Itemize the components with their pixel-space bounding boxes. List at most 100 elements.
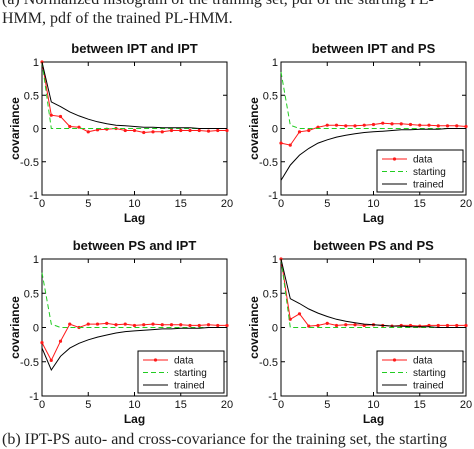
y-tick-label: -1 bbox=[268, 190, 278, 202]
data-point-data bbox=[225, 323, 229, 328]
y-axis-label: covariance bbox=[8, 296, 22, 359]
x-tick-label: 20 bbox=[460, 399, 472, 411]
data-point-data bbox=[206, 129, 211, 133]
data-point-data bbox=[307, 324, 311, 328]
data-point-data bbox=[77, 125, 81, 129]
chart-panel-1: between IPT and IPT 0 5 10 15 20 -1 -0.5 0 0.5 1 La… bbox=[8, 41, 233, 225]
y-tick-label: 0 bbox=[33, 124, 39, 136]
data-point-data bbox=[132, 128, 137, 133]
data-point-data bbox=[381, 121, 385, 125]
y-tick-label: 0.5 bbox=[24, 288, 39, 300]
data-point-data bbox=[464, 124, 468, 129]
data-point-data bbox=[464, 323, 468, 328]
data-point-data bbox=[169, 323, 174, 327]
data-point-data bbox=[427, 123, 431, 127]
data-point-data bbox=[353, 124, 357, 128]
series-line-trained bbox=[41, 327, 227, 372]
y-tick-label: -0.5 bbox=[20, 357, 39, 369]
data-point-data bbox=[58, 339, 63, 343]
y-tick-label: -1 bbox=[268, 391, 278, 403]
data-point-data bbox=[68, 322, 72, 326]
legend-label-trained: trained bbox=[174, 381, 205, 392]
y-tick-label: 0.5 bbox=[263, 288, 278, 300]
caption-b: (b) IPT-PS auto- and cross-covariance fo… bbox=[2, 431, 448, 448]
y-tick-label: -0.5 bbox=[259, 157, 278, 169]
legend-label-data: data bbox=[413, 155, 433, 166]
x-tick-label: 15 bbox=[414, 198, 426, 210]
data-point-data bbox=[225, 128, 229, 133]
y-tick-label: -1 bbox=[29, 190, 39, 202]
x-tick-label: 15 bbox=[175, 399, 187, 411]
data-point-data bbox=[142, 130, 146, 135]
chart-panel-4: between PS and PS 0 5 10 15 20 -1 -0.5 0 0.5 1 Lag c… bbox=[247, 238, 472, 426]
x-tick-label: 0 bbox=[278, 399, 284, 411]
data-point-data bbox=[206, 323, 211, 327]
data-point-data bbox=[427, 323, 431, 328]
data-point-data bbox=[151, 322, 155, 326]
y-tick-label: 0 bbox=[33, 323, 39, 335]
x-tick-label: 0 bbox=[39, 399, 45, 411]
y-tick-label: 1 bbox=[272, 57, 278, 69]
data-point-data bbox=[197, 128, 201, 133]
x-tick-label: 10 bbox=[367, 399, 379, 411]
x-tick-label: 15 bbox=[175, 198, 187, 210]
data-point-data bbox=[160, 130, 164, 134]
chart-title: between PS and PS bbox=[313, 238, 434, 253]
chart-title: between IPT and IPT bbox=[71, 41, 197, 56]
y-tick-label: 0.5 bbox=[263, 90, 278, 102]
x-tick-label: 20 bbox=[460, 198, 472, 210]
legend-label-starting: starting bbox=[413, 368, 446, 379]
data-point-data bbox=[105, 321, 109, 325]
data-point-data bbox=[40, 340, 44, 345]
data-point-data bbox=[288, 143, 292, 147]
y-axis-label: covariance bbox=[8, 97, 22, 160]
legend-label-starting: starting bbox=[174, 368, 207, 379]
data-point-data bbox=[179, 128, 183, 133]
data-point-data bbox=[151, 130, 155, 134]
x-tick-label: 10 bbox=[128, 399, 140, 411]
data-point-data bbox=[316, 323, 320, 328]
data-point-data bbox=[188, 323, 192, 328]
legend-marker-data bbox=[153, 358, 158, 362]
caption-a-line2: HMM, pdf of the trained PL-HMM. bbox=[2, 10, 233, 27]
x-tick-label: 10 bbox=[128, 198, 140, 210]
data-point-data bbox=[418, 123, 422, 127]
legend-label-starting: starting bbox=[413, 167, 446, 178]
data-point-data bbox=[445, 124, 450, 128]
caption-a-line1: (a) Normalized histogram of the training… bbox=[2, 0, 474, 9]
data-point-data bbox=[49, 113, 53, 117]
data-point-data bbox=[58, 114, 63, 119]
legend-marker-data bbox=[392, 358, 397, 362]
series-line-starting bbox=[41, 272, 227, 328]
data-point-data bbox=[362, 123, 366, 127]
y-tick-label: 0 bbox=[272, 124, 278, 136]
chart-title: between IPT and PS bbox=[312, 41, 436, 56]
data-point-data bbox=[455, 124, 459, 128]
data-point-data bbox=[114, 323, 118, 327]
data-point-data bbox=[353, 323, 357, 327]
data-point-data bbox=[316, 125, 320, 129]
data-point-data bbox=[86, 322, 90, 326]
data-point-data bbox=[86, 130, 90, 134]
series-line-starting bbox=[280, 258, 466, 328]
data-point-data bbox=[123, 128, 127, 133]
data-point-data bbox=[334, 123, 339, 127]
legend-marker-data bbox=[392, 157, 397, 161]
data-point-data bbox=[169, 128, 174, 133]
data-point-data bbox=[95, 128, 100, 132]
data-point-data bbox=[344, 323, 348, 327]
data-point-data bbox=[390, 122, 394, 126]
y-tick-label: 1 bbox=[33, 254, 39, 266]
legend-label-data: data bbox=[174, 356, 194, 367]
data-point-data bbox=[408, 122, 413, 127]
data-point-data bbox=[142, 323, 146, 327]
y-axis-label: covariance bbox=[247, 296, 261, 359]
x-axis-label: Lag bbox=[124, 211, 145, 225]
data-point-data bbox=[49, 358, 53, 362]
data-point-data bbox=[455, 323, 459, 328]
data-point-data bbox=[297, 130, 302, 134]
